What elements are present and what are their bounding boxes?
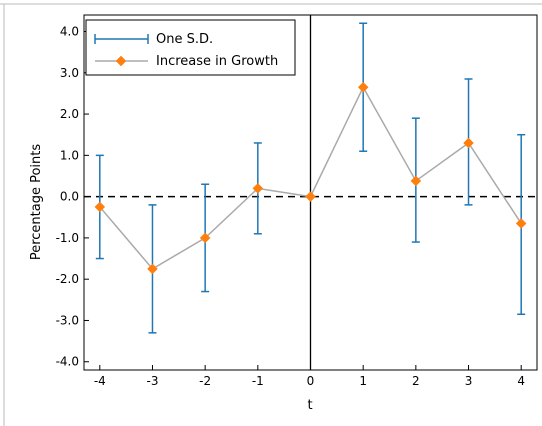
growth-marker [199, 232, 211, 244]
legend-errorbar-sample [94, 34, 149, 44]
growth-marker [252, 183, 264, 194]
growth-marker [147, 263, 158, 275]
growth-marker [463, 137, 474, 149]
plot-area: 4.0 3.0 2.0 1.0 0.0 -1.0 -2.0 -3.0 -4.0 -4 -3 -2 -1 0… [56, 14, 538, 388]
growth-marker [305, 191, 316, 202]
y-tick-label: 2.0 [60, 107, 79, 121]
growth-marker [410, 175, 422, 187]
x-tick-label: -1 [252, 374, 264, 388]
growth-marker [515, 218, 527, 229]
legend-line-sample [95, 55, 148, 67]
legend-growth-marker [115, 55, 127, 67]
growth-marker [357, 81, 369, 93]
legend-label-increase-in-growth: Increase in Growth [156, 54, 278, 69]
y-tick-label: 4.0 [60, 25, 79, 39]
growth-marker [94, 201, 106, 213]
x-axis-label: t [307, 398, 312, 413]
x-tick-label: 3 [465, 374, 473, 388]
x-tick-label: 2 [412, 374, 420, 388]
x-tick-label: -2 [199, 374, 211, 388]
legend-label-one-sd: One S.D. [156, 32, 213, 47]
x-tick-label: -3 [146, 374, 158, 388]
y-tick-label: -3.0 [56, 313, 79, 327]
y-tick-label: -2.0 [56, 272, 79, 286]
x-tick-label: -4 [94, 374, 106, 388]
x-tick-label: 1 [359, 374, 367, 388]
x-tick-label: 0 [307, 374, 315, 388]
y-axis-label: Percentage Points [29, 144, 44, 261]
x-tick-label: 4 [517, 374, 525, 388]
y-tick-label: 1.0 [60, 148, 79, 162]
y-tick-label: 3.0 [60, 66, 79, 80]
y-tick-label: 0.0 [60, 190, 79, 204]
y-tick-label: -4.0 [56, 355, 79, 369]
y-tick-label: -1.0 [56, 231, 79, 245]
legend: One S.D. Increase in Growth [85, 19, 296, 76]
